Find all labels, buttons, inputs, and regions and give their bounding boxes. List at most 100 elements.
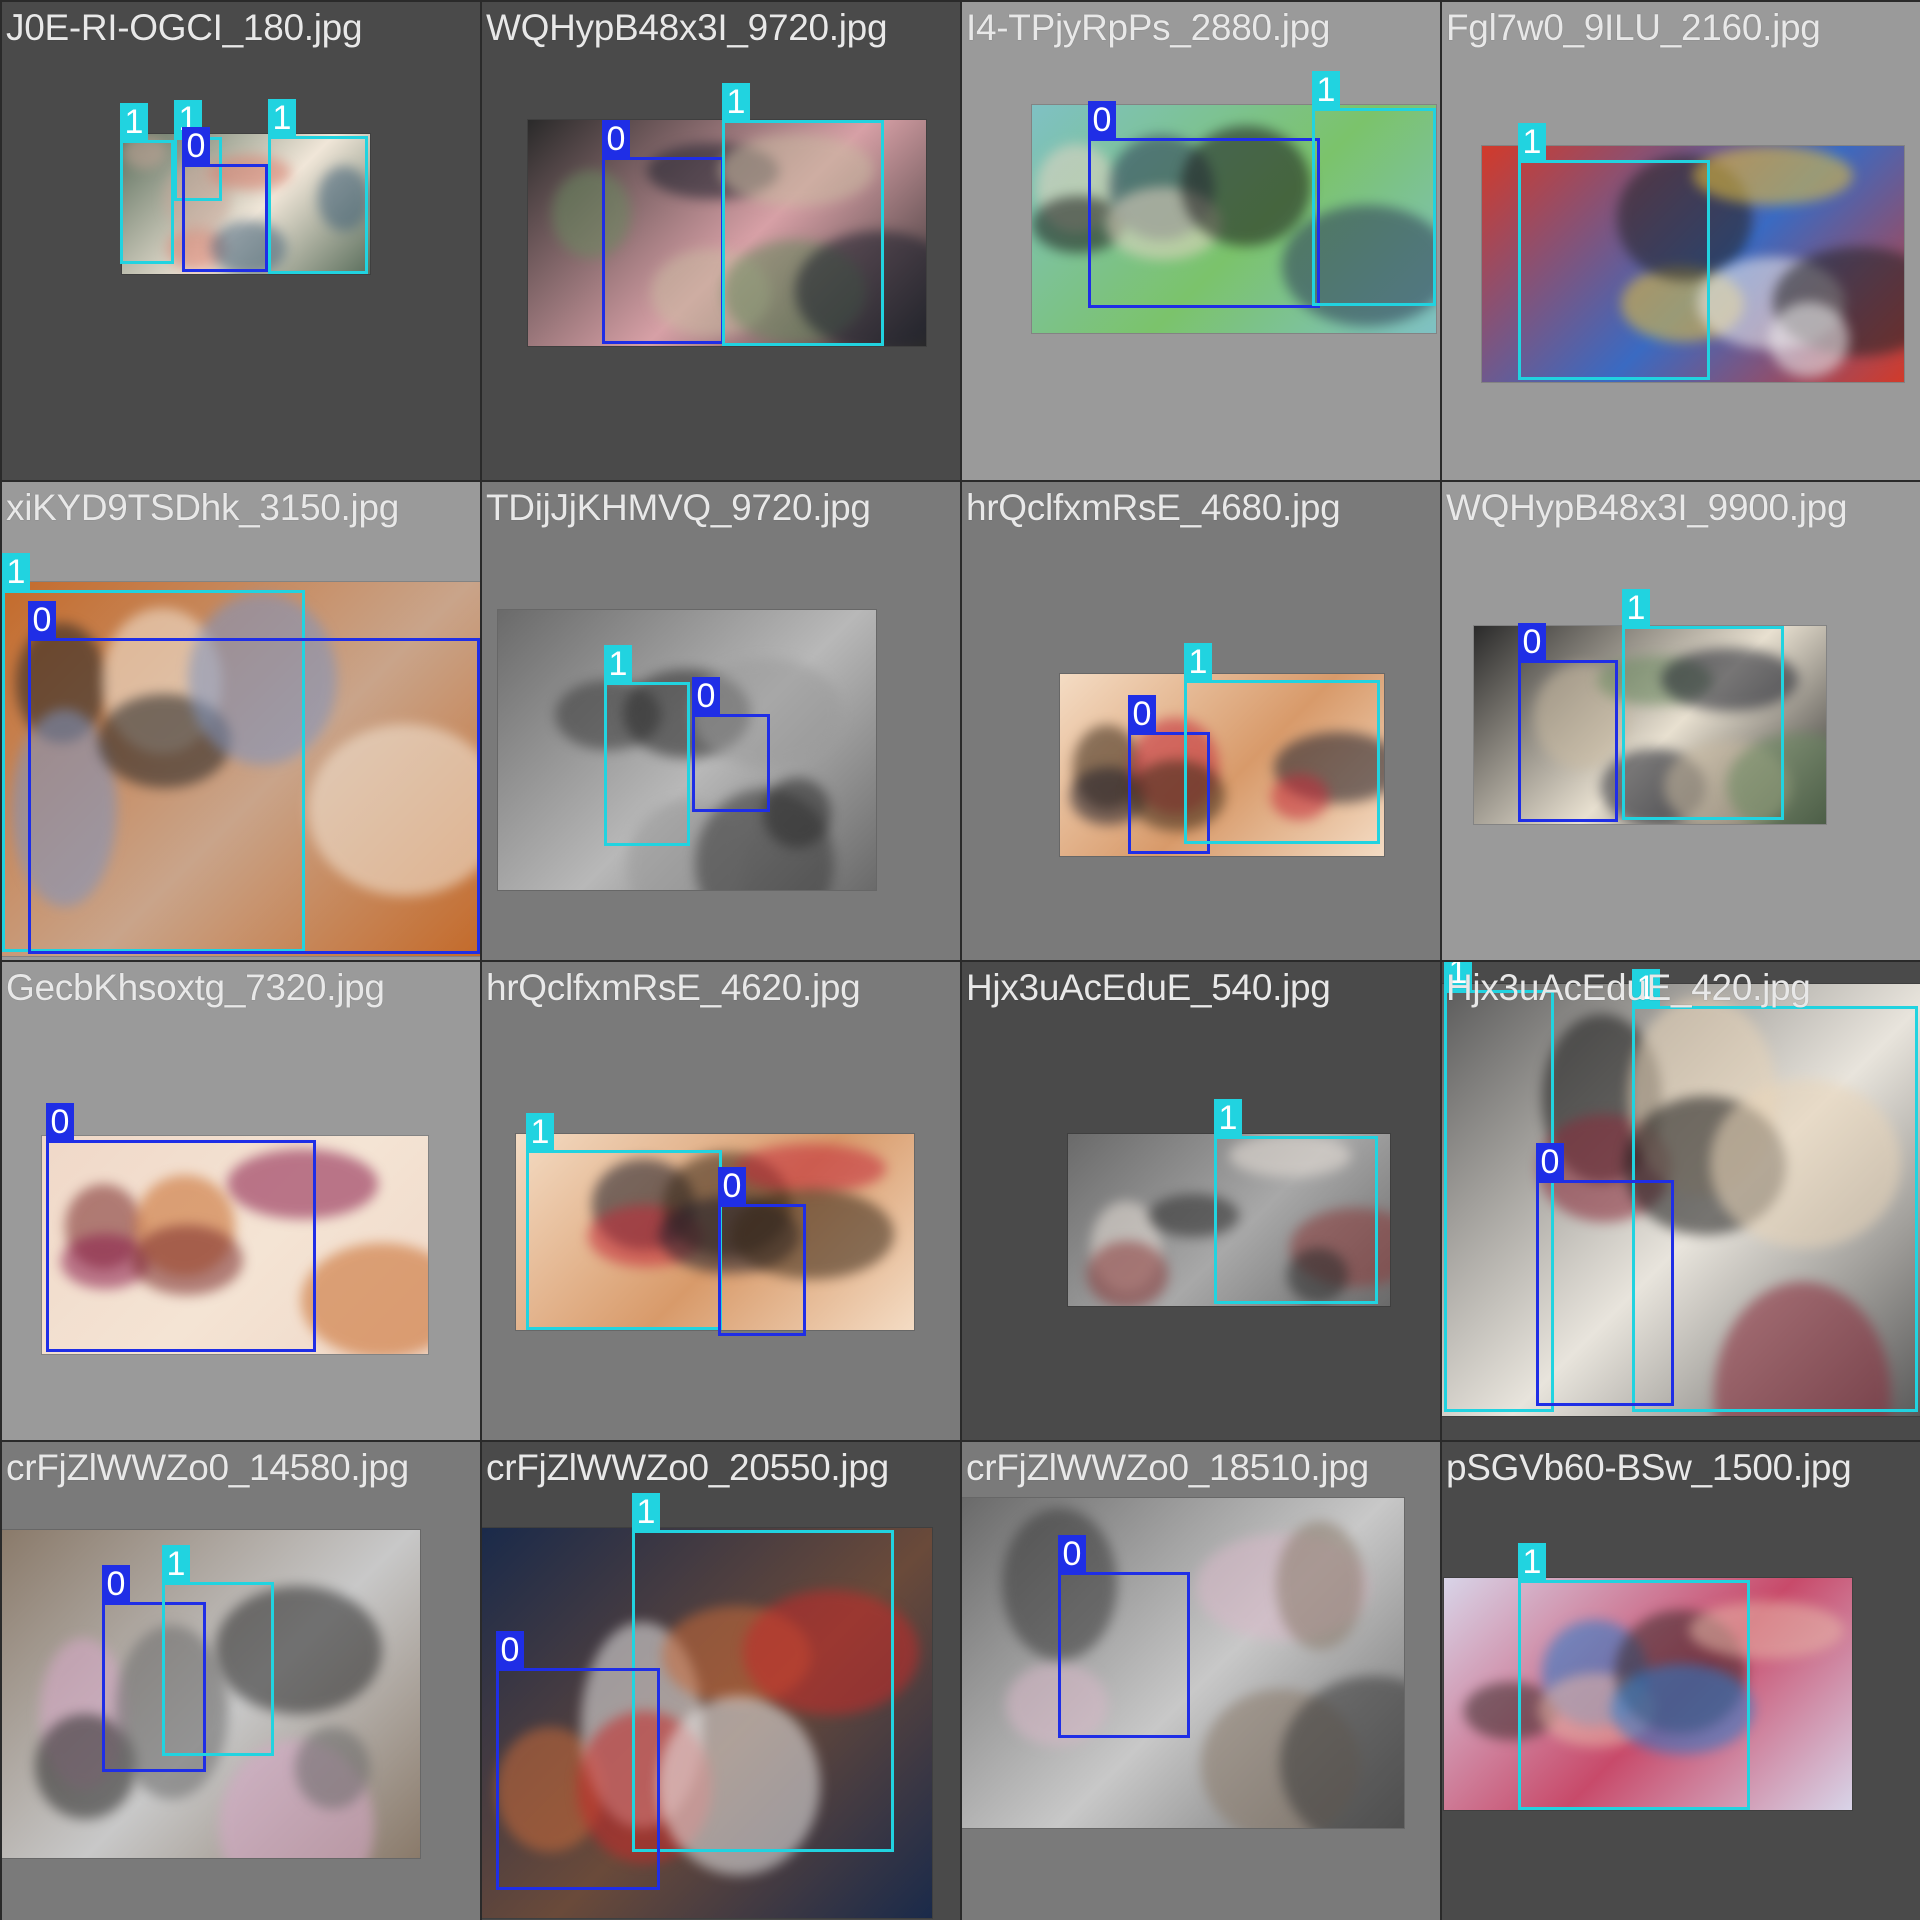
mosaic-tile: 1 0 xiKYD9TSDhk_3150.jpg <box>2 482 480 960</box>
bbox-class-1: 1 <box>632 1493 894 1852</box>
bbox-class-0: 0 <box>102 1565 206 1772</box>
bbox-class-0: 0 <box>46 1103 316 1352</box>
bbox-label: 1 <box>162 1545 190 1583</box>
bbox-label: 0 <box>1536 1143 1564 1181</box>
filename-caption: crFjZlWWZo0_20550.jpg <box>486 1447 889 1488</box>
filename-caption: I4-TPjyRpPs_2880.jpg <box>966 7 1331 48</box>
mosaic-tile: 1 1 0 Hjx3uAcEduE_420.jpg <box>1442 962 1920 1440</box>
bbox-class-0: 0 <box>1058 1535 1190 1738</box>
bbox-label: 1 <box>526 1113 554 1151</box>
bbox-label: 0 <box>28 601 56 639</box>
bbox-label: 0 <box>182 127 210 165</box>
filename-caption: xiKYD9TSDhk_3150.jpg <box>6 487 399 528</box>
mosaic-tile: 0 crFjZlWWZo0_18510.jpg <box>962 1442 1440 1920</box>
filename-caption: GecbKhsoxtg_7320.jpg <box>6 967 385 1008</box>
bbox-class-1: 1 <box>268 99 368 274</box>
bbox-label: 0 <box>692 677 720 715</box>
bbox-class-0: 0 <box>1128 695 1210 854</box>
bbox-class-1: 1 <box>604 645 690 846</box>
filename-caption: WQHypB48x3I_9720.jpg <box>486 7 888 48</box>
bbox-label: 1 <box>1312 71 1340 109</box>
mosaic-tile: 0 1 WQHypB48x3I_9720.jpg <box>482 2 960 480</box>
mosaic-tile: 1 Fgl7w0_9ILU_2160.jpg <box>1442 2 1920 480</box>
photo-thumbnail <box>962 1498 1404 1828</box>
bbox-class-0: 0 <box>28 601 480 954</box>
bbox-label: 0 <box>496 1631 524 1669</box>
mosaic-tile: 0 1 hrQclfxmRsE_4680.jpg <box>962 482 1440 960</box>
filename-caption: TDijJjKHMVQ_9720.jpg <box>486 487 871 528</box>
mosaic-tile: 1 Hjx3uAcEduE_540.jpg <box>962 962 1440 1440</box>
photo-thumbnail <box>42 1136 428 1354</box>
filename-caption: crFjZlWWZo0_14580.jpg <box>6 1447 409 1488</box>
bbox-label: 0 <box>46 1103 74 1141</box>
photo-thumbnail <box>1060 674 1384 856</box>
bbox-label: 0 <box>602 120 630 158</box>
bbox-label: 1 <box>1184 643 1212 681</box>
bbox-class-1: 1 <box>1184 643 1380 844</box>
mosaic-tile: 1 pSGVb60-BSw_1500.jpg <box>1442 1442 1920 1920</box>
bbox-label: 1 <box>722 83 750 121</box>
bbox-label: 0 <box>1088 101 1116 139</box>
filename-caption: crFjZlWWZo0_18510.jpg <box>966 1447 1369 1488</box>
bbox-label: 1 <box>1518 1543 1546 1581</box>
photo-thumbnail <box>1032 105 1436 333</box>
photo-thumbnail <box>2 582 480 956</box>
bbox-class-0: 0 <box>692 677 770 812</box>
mosaic-tile: 1 0 TDijJjKHMVQ_9720.jpg <box>482 482 960 960</box>
filename-caption: Hjx3uAcEduE_420.jpg <box>1446 967 1811 1008</box>
bbox-label: 1 <box>604 645 632 683</box>
bbox-class-0: 0 <box>1518 623 1618 822</box>
bbox-label: 1 <box>1214 1099 1242 1137</box>
bbox-class-1: 1 <box>1622 589 1784 820</box>
photo-thumbnail <box>1442 984 1920 1416</box>
bbox-class-0: 0 <box>496 1631 660 1890</box>
bbox-class-1: 1 <box>1632 969 1918 1412</box>
filename-caption: J0E-RI-OGCI_180.jpg <box>6 7 363 48</box>
bbox-class-0: 0 <box>1536 1143 1674 1406</box>
filename-caption: pSGVb60-BSw_1500.jpg <box>1446 1447 1852 1488</box>
bbox-label: 0 <box>102 1565 130 1603</box>
bbox-label: 0 <box>718 1167 746 1205</box>
mosaic-tile: 1 0 hrQclfxmRsE_4620.jpg <box>482 962 960 1440</box>
filename-caption: Hjx3uAcEduE_540.jpg <box>966 967 1331 1008</box>
bbox-label: 1 <box>1444 962 1472 991</box>
bbox-label: 0 <box>1128 695 1156 733</box>
filename-caption: WQHypB48x3I_9900.jpg <box>1446 487 1848 528</box>
mosaic-tile: 0 1 crFjZlWWZo0_14580.jpg <box>2 1442 480 1920</box>
photo-thumbnail <box>1482 146 1904 382</box>
bbox-class-0: 0 <box>602 120 724 344</box>
photo-thumbnail <box>516 1134 914 1330</box>
mosaic-tile: 0 GecbKhsoxtg_7320.jpg <box>2 962 480 1440</box>
mosaic-tile: 0 1 WQHypB48x3I_9900.jpg <box>1442 482 1920 960</box>
photo-thumbnail <box>528 120 926 346</box>
bbox-label: 1 <box>2 553 30 591</box>
filename-caption: Fgl7w0_9ILU_2160.jpg <box>1446 7 1821 48</box>
filename-caption: hrQclfxmRsE_4620.jpg <box>486 967 861 1008</box>
filename-caption: hrQclfxmRsE_4680.jpg <box>966 487 1341 528</box>
bbox-class-1: 1 <box>1214 1099 1378 1304</box>
bbox-label: 1 <box>1622 589 1650 627</box>
bbox-class-0: 0 <box>182 127 268 272</box>
photo-thumbnail <box>482 1528 932 1918</box>
bbox-class-1: 1 <box>120 103 174 264</box>
bbox-class-1: 1 <box>722 83 884 346</box>
bbox-label: 0 <box>1058 1535 1086 1573</box>
bbox-label: 1 <box>268 99 296 137</box>
bbox-class-1: 1 <box>1444 962 1554 1412</box>
photo-thumbnail <box>1444 1578 1852 1810</box>
bbox-label: 0 <box>1518 623 1546 661</box>
bbox-class-1: 1 <box>1312 71 1436 306</box>
mosaic-tile: 1 1 0 1 J0E-RI-OGCI_180.jpg <box>2 2 480 480</box>
bbox-class-0: 0 <box>718 1167 806 1336</box>
bbox-class-1: 1 <box>2 553 305 952</box>
bbox-class-1: 1 <box>1518 123 1710 380</box>
bbox-class-1: 1 <box>526 1113 722 1330</box>
bbox-label: 1 <box>1632 969 1660 1007</box>
bbox-class-1: 1 <box>1518 1543 1750 1810</box>
bbox-label: 1 <box>120 103 148 141</box>
bbox-class-0: 0 <box>1088 101 1320 308</box>
mosaic-tile: 1 0 crFjZlWWZo0_20550.jpg <box>482 1442 960 1920</box>
photo-thumbnail <box>1068 1134 1390 1306</box>
bbox-label: 1 <box>632 1493 660 1531</box>
